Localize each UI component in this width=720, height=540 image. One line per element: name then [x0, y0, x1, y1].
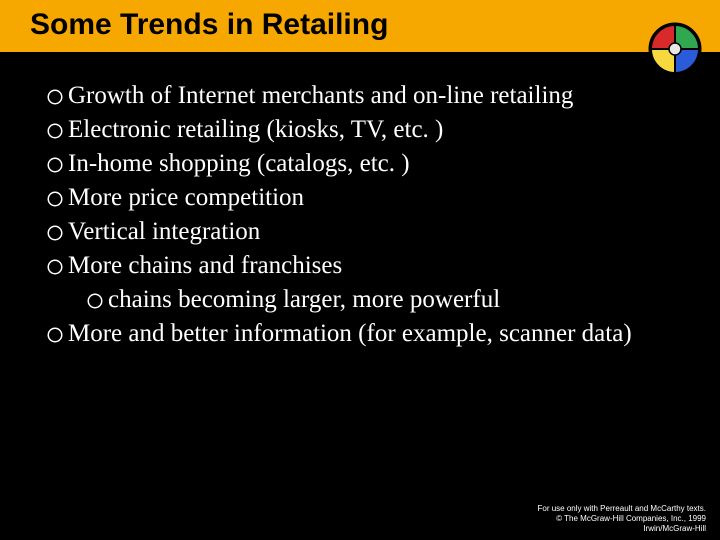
item-text: More and better information (for example… [68, 318, 632, 350]
item-text: Growth of Internet merchants and on-line… [68, 80, 573, 112]
item-text: More price competition [68, 182, 304, 214]
item-text: In-home shopping (catalogs, etc. ) [68, 148, 410, 180]
slide-title: Some Trends in Retailing [30, 8, 690, 42]
bullet-icon [48, 260, 62, 274]
bullet-icon [48, 192, 62, 206]
item-text: Electronic retailing (kiosks, TV, etc. ) [68, 114, 443, 146]
item-text: Vertical integration [68, 216, 260, 248]
list-item: Electronic retailing (kiosks, TV, etc. ) [48, 114, 680, 146]
bullet-icon [88, 294, 102, 308]
bullet-icon [48, 124, 62, 138]
list-item: In-home shopping (catalogs, etc. ) [48, 148, 680, 180]
footer-line3: Irwin/McGraw-Hill [537, 524, 706, 534]
list-item: Growth of Internet merchants and on-line… [48, 80, 680, 112]
quadrant-circle-icon [648, 22, 702, 76]
list-item: More chains and franchises [48, 250, 680, 282]
bullet-icon [48, 90, 62, 104]
content-area: Growth of Internet merchants and on-line… [0, 52, 720, 350]
list-item: More price competition [48, 182, 680, 214]
footer-line1: For use only with Perreault and McCarthy… [537, 504, 706, 514]
item-text: More chains and franchises [68, 250, 342, 282]
footer: For use only with Perreault and McCarthy… [537, 504, 706, 534]
brand-logo [648, 22, 702, 76]
slide-header: Some Trends in Retailing [0, 0, 720, 52]
list-item-indented: chains becoming larger, more powerful [88, 284, 680, 316]
footer-line2: © The McGraw-Hill Companies, Inc., 1999 [537, 514, 706, 524]
item-text: chains becoming larger, more powerful [108, 284, 500, 316]
bullet-icon [48, 158, 62, 172]
bullet-icon [48, 328, 62, 342]
list-item: More and better information (for example… [48, 318, 680, 350]
list-item: Vertical integration [48, 216, 680, 248]
bullet-icon [48, 226, 62, 240]
